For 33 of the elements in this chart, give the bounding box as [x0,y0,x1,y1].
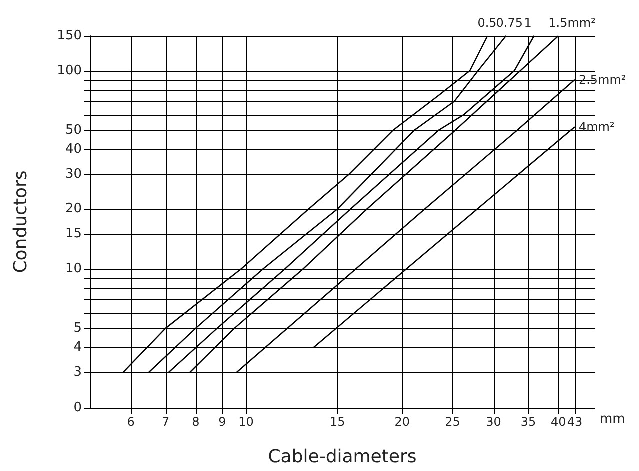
y-tick-label: 3 [74,364,82,380]
y-tick-label: 5 [74,320,82,336]
y-tick-label: 40 [65,142,82,158]
y-tick-label: 20 [65,202,82,217]
x-tick-label: 40 [551,415,566,429]
x-tick-label: 8 [192,415,200,429]
y-tick-label: 100 [57,63,82,78]
x-tick-label: 10 [238,415,254,429]
x-tick-label: 9 [218,415,226,429]
y-axis-title: Conductors [10,170,32,274]
y-tick-label: 50 [65,122,82,138]
x-tick-label: 30 [486,415,502,429]
text: mm [600,412,626,427]
x-axis-title: Cable-diameters [268,446,417,468]
x-tick-label: 20 [394,415,410,429]
series-label: 1.5mm² [548,16,596,30]
series-label: 0.5 [478,16,497,30]
series-label: 1 [524,16,532,30]
y-tick-label: 15 [65,226,82,242]
x-tick-label: 15 [330,415,346,429]
y-tick-label: 150 [57,28,82,44]
y-tick-label: 10 [65,261,82,276]
series-label: 2.5mm² [578,72,626,87]
x-tick-label: 35 [520,415,536,429]
x-tick-label: 7 [162,415,170,429]
y-tick-label: 0 [74,400,82,416]
y-tick-label: 4 [74,340,82,356]
series-label: 4mm² [578,120,615,134]
x-tick-label: 6 [127,415,135,429]
x-tick-label: 25 [445,415,460,429]
x-tick-label: 43 [567,415,583,429]
y-tick-label: 30 [65,166,82,182]
series-label: 0.75 [496,16,523,30]
